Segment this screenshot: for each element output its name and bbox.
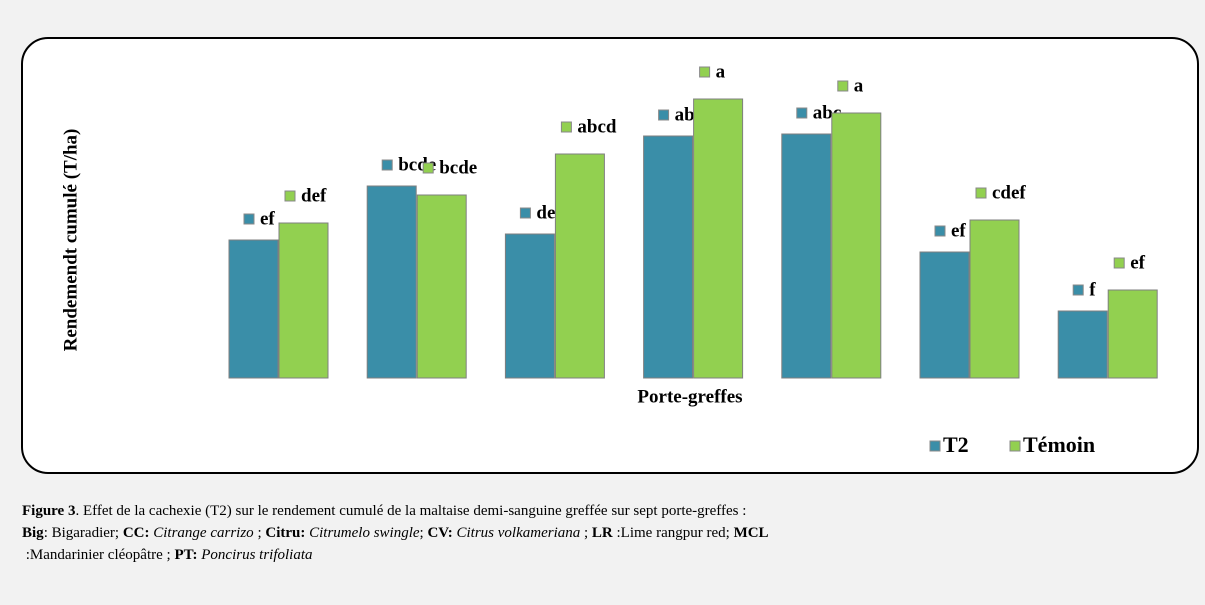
legend-icon — [1113, 257, 1125, 269]
bar — [554, 153, 605, 379]
legend-label: Témoin — [1023, 432, 1095, 457]
caption-run: . Effet de la cachexie (T2) sur le rende… — [75, 503, 747, 519]
bar — [278, 222, 329, 379]
caption-run: Citru: — [265, 525, 306, 541]
bar — [1057, 310, 1108, 379]
significance-letter: def — [301, 185, 327, 206]
caption-run: Poncirus trifoliata — [201, 547, 313, 563]
bar — [643, 135, 694, 379]
caption-run: ; — [580, 525, 592, 541]
caption-run: CC: — [122, 525, 150, 541]
bar — [693, 98, 744, 379]
caption-run: MCL — [733, 525, 769, 541]
significance-letter: a — [716, 61, 726, 82]
caption-line: Figure 3. Effet de la cachexie (T2) sur … — [22, 500, 1202, 522]
legend-icon — [1072, 284, 1084, 296]
caption-run: ; — [419, 525, 428, 541]
caption-run: :Lime rangpur red; — [612, 525, 734, 541]
caption-run: Big — [22, 525, 44, 541]
bar — [919, 251, 970, 379]
caption: Figure 3. Effet de la cachexie (T2) sur … — [22, 500, 1202, 566]
bar — [228, 239, 279, 379]
significance-letter: bcde — [439, 157, 477, 178]
caption-line: Big: Bigaradier; CC: Citrange carrizo ; … — [22, 522, 1202, 544]
caption-run: Citrumelo swingle — [309, 525, 420, 541]
chart: Rendemendt cumulé (T/ha) Porte-greffes e… — [21, 37, 1199, 474]
legend-icon — [929, 440, 941, 452]
y-axis-title: Rendemendt cumulé (T/ha) — [60, 129, 81, 352]
bar — [416, 194, 467, 379]
legend-icon — [975, 187, 987, 199]
legend-icon — [243, 213, 255, 225]
legend-icon — [560, 121, 572, 133]
caption-run: Figure 3 — [22, 503, 76, 519]
x-axis-title: Porte-greffes — [637, 386, 742, 407]
caption-run: Citrange carrizo — [153, 525, 254, 541]
bar — [969, 219, 1020, 379]
bar — [366, 185, 417, 379]
chart-frame — [21, 37, 1199, 474]
legend-icon — [837, 80, 849, 92]
caption-run: : Bigaradier; — [43, 525, 123, 541]
significance-letter: a — [854, 75, 864, 96]
caption-line: :Mandarinier cléopâtre ; PT: Poncirus tr… — [22, 544, 1202, 566]
caption-run: :Mandarinier cléopâtre ; — [22, 547, 175, 563]
caption-run: CV: — [427, 525, 453, 541]
caption-run: Citrus volkameriana — [456, 525, 581, 541]
legend-icon — [519, 207, 531, 219]
bar — [504, 233, 555, 379]
legend-icon — [381, 159, 393, 171]
caption-run: LR — [591, 525, 613, 541]
legend-label: T2 — [943, 432, 969, 457]
legend-icon — [934, 225, 946, 237]
bar — [831, 112, 882, 379]
significance-letter: ef — [951, 220, 966, 241]
legend-icon — [796, 107, 808, 119]
legend-icon — [1009, 440, 1021, 452]
legend-icon — [284, 190, 296, 202]
legend-icon — [422, 162, 434, 174]
significance-letter: f — [1089, 279, 1096, 300]
significance-letter: cdef — [992, 182, 1026, 203]
legend-icon — [699, 66, 711, 78]
legend-icon — [658, 109, 670, 121]
significance-letter: abcd — [577, 116, 617, 137]
bar — [1107, 289, 1158, 379]
significance-letter: ef — [1130, 252, 1145, 273]
caption-run: PT: — [174, 547, 198, 563]
bar — [781, 133, 832, 379]
significance-letter: ef — [260, 208, 275, 229]
caption-run: ; — [253, 525, 266, 541]
